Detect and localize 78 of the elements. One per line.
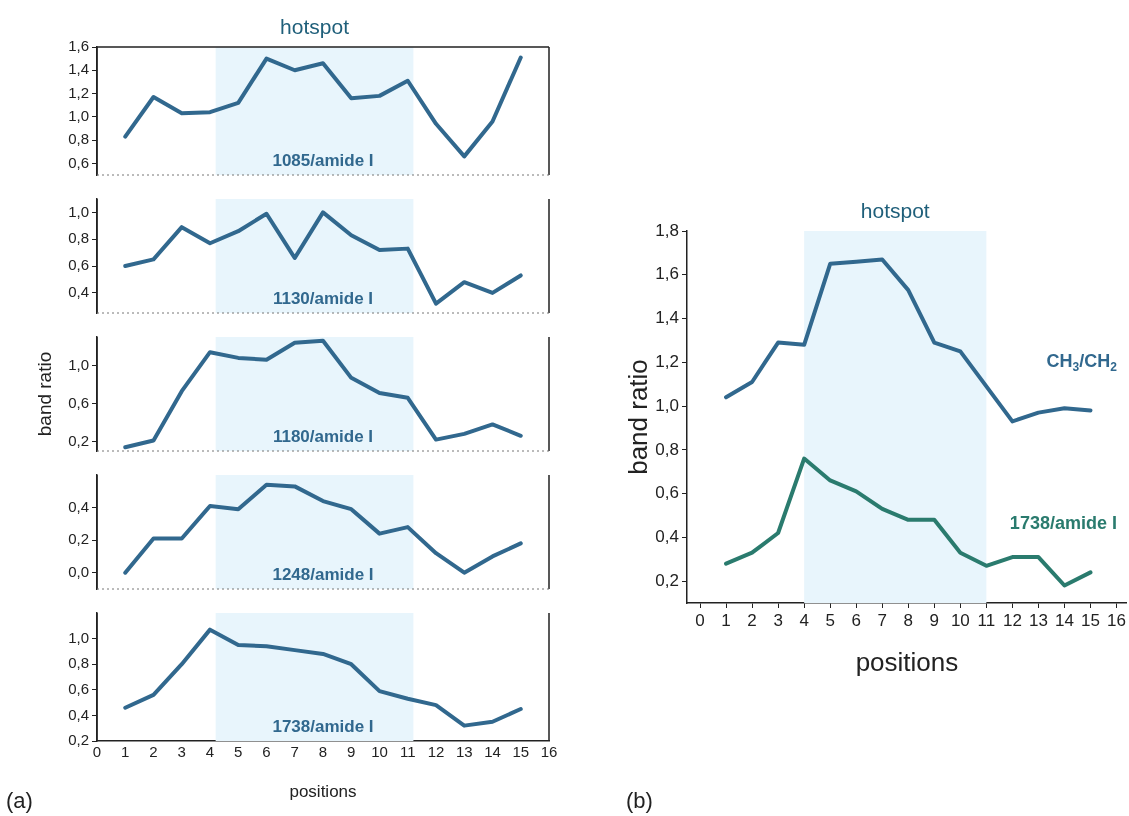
series-label: 1248/amide I	[272, 564, 374, 584]
y-axis-title: band ratio	[622, 359, 653, 475]
x-tick-label: 8	[903, 610, 913, 630]
x-tick-label: 13	[455, 743, 473, 761]
x-axis-title: positions	[855, 646, 959, 677]
x-tick-label: 9	[347, 743, 356, 761]
x-tick-label: 5	[234, 743, 243, 761]
x-tick-label: 14	[1055, 610, 1074, 630]
text: 1130/amide I	[272, 288, 374, 308]
x-tick-label: 0	[92, 743, 102, 761]
y-tick-label: 0,0	[68, 562, 89, 580]
x-tick-label: 1	[721, 610, 731, 630]
y-tick-label: 0,2	[68, 530, 89, 548]
x-tick-label: 12	[427, 743, 445, 761]
y-tick-label: 1,2	[655, 351, 679, 371]
x-tick-label: 9	[929, 610, 940, 630]
y-tick-label: 1,0	[68, 202, 89, 220]
y-tick-label: 0,2	[655, 570, 679, 590]
y-tick-label: 0,8	[68, 654, 89, 672]
y-axis-title: band ratio	[33, 351, 55, 437]
y-tick-label: 0,4	[68, 497, 89, 515]
x-tick-label: 2	[747, 610, 757, 630]
y-tick-label: 0,2	[68, 731, 89, 749]
x-tick-label: 15	[512, 743, 530, 761]
x-tick-label: 3	[177, 743, 186, 761]
y-tick-label: 0,4	[68, 283, 89, 301]
x-tick-label: 11	[399, 743, 416, 761]
y-tick-label: 1,0	[655, 395, 679, 415]
band-label: hotspot	[860, 199, 930, 223]
y-tick-label: 0,4	[68, 705, 89, 723]
band-label: hotspot	[280, 15, 350, 39]
y-tick-label: 1,0	[68, 355, 89, 373]
x-tick-label: 15	[1081, 610, 1100, 630]
y-tick-label: 0,4	[655, 527, 679, 547]
y-tick-label: 1,4	[68, 60, 89, 78]
y-tick-label: 0,6	[655, 483, 679, 503]
x-tick-label: 4	[799, 610, 809, 630]
y-tick-label: 0,8	[655, 439, 679, 459]
series-label: 1738/amide I	[272, 716, 374, 736]
y-tick-label: 0,8	[68, 130, 89, 148]
x-tick-label: 8	[318, 743, 328, 761]
y-tick-label: 0,6	[68, 256, 89, 274]
y-tick-label: 0,6	[68, 679, 89, 697]
series-label: 1738/amide I	[1009, 513, 1117, 534]
y-tick-label: 1,2	[68, 83, 89, 101]
x-tick-label: 1	[121, 743, 130, 761]
text: (b)	[626, 788, 653, 814]
x-tick-label: 3	[773, 610, 783, 630]
text: (a)	[6, 788, 33, 814]
x-tick-label: 5	[825, 610, 835, 630]
text: 1085/amide I	[272, 150, 374, 170]
x-tick-label: 6	[851, 610, 861, 630]
y-tick-label: 0,8	[68, 229, 89, 247]
y-tick-label: 1,6	[655, 264, 679, 284]
x-tick-label: 10	[950, 610, 970, 630]
text: 1180/amide I	[272, 426, 374, 446]
y-tick-label: 0,6	[68, 393, 89, 411]
x-tick-label: 14	[484, 743, 501, 761]
x-tick-label: 10	[371, 743, 388, 761]
x-axis-title: positions	[289, 782, 357, 802]
y-tick-label: 1,6	[68, 37, 89, 55]
y-tick-label: 1,0	[68, 106, 89, 124]
x-tick-label: 16	[540, 743, 558, 761]
y-tick-label: 0,2	[68, 431, 89, 449]
x-tick-label: 0	[695, 610, 705, 630]
x-tick-label: 16	[1107, 610, 1126, 630]
y-tick-label: 0,6	[68, 153, 89, 171]
x-tick-label: 2	[149, 743, 158, 761]
y-tick-label: 1,8	[655, 220, 679, 240]
y-tick-label: 1,4	[655, 308, 679, 328]
x-tick-label: 4	[205, 743, 215, 761]
x-tick-label: 13	[1028, 610, 1048, 630]
x-tick-label: 7	[877, 610, 887, 630]
x-tick-label: 6	[262, 743, 271, 761]
x-tick-label: 12	[1002, 610, 1022, 630]
x-tick-label: 11	[977, 610, 996, 630]
y-tick-label: 1,0	[68, 628, 89, 646]
x-tick-label: 7	[290, 743, 299, 761]
